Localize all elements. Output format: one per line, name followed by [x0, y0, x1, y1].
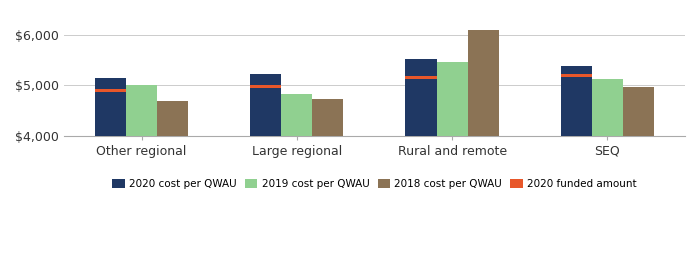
Bar	[157, 101, 188, 136]
Bar	[561, 66, 592, 136]
Bar	[126, 85, 157, 136]
Bar	[312, 99, 344, 136]
Bar	[592, 79, 623, 136]
Bar	[250, 85, 281, 88]
Bar	[437, 62, 468, 136]
Bar	[405, 76, 437, 79]
Bar	[405, 59, 437, 136]
Bar	[250, 74, 281, 136]
Bar	[95, 89, 126, 92]
Bar	[623, 87, 654, 136]
Bar	[95, 78, 126, 136]
Bar	[468, 30, 498, 136]
Bar	[561, 74, 592, 77]
Bar	[281, 94, 312, 136]
Legend: 2020 cost per QWAU, 2019 cost per QWAU, 2018 cost per QWAU, 2020 funded amount: 2020 cost per QWAU, 2019 cost per QWAU, …	[108, 175, 640, 193]
